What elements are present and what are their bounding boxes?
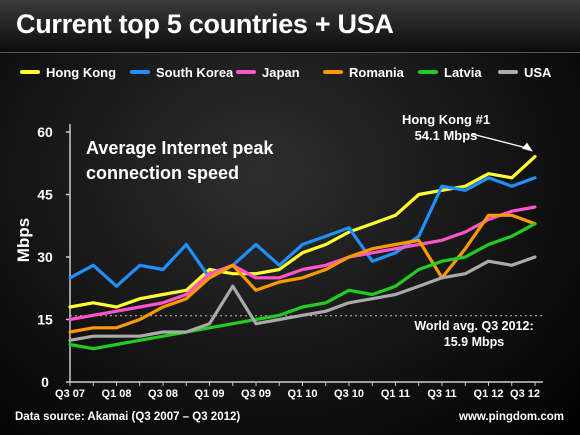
x-tick-label: Q1 08 [102,388,132,400]
chart-subtitle-line-1: Average Internet peak [86,138,274,158]
chart-subtitle-line-2: connection speed [86,163,239,183]
y-tick-label: 45 [37,187,53,203]
legend-label: Latvia [444,65,482,80]
series-line [68,222,537,351]
annotation-arrowhead [522,142,533,152]
y-tick-label: 60 [37,124,53,140]
y-axis-label: Mbps [14,218,33,262]
data-source: Data source: Akamai (Q3 2007 – Q3 2012) [15,411,241,423]
series-line [68,205,537,322]
site-url: www.pingdom.com [459,411,564,423]
x-tick-label: Q3 09 [241,388,271,400]
legend-label: South Korea [156,65,234,80]
y-tick-label: 0 [41,374,49,390]
y-tick-label: 30 [37,249,53,265]
x-tick-label: Q1 09 [195,388,225,400]
world-average-label-line-1: World avg. Q3 2012: [414,319,533,333]
legend-label: Hong Kong [46,65,116,80]
y-tick-label: 15 [37,312,53,328]
x-tick-label: Q1 10 [288,388,318,400]
legend-label: Romania [349,65,405,80]
x-tick-label: Q1 11 [381,388,410,400]
hong-kong-annotation-line-2: 54.1 Mbps [415,128,478,143]
x-tick-label: Q3 08 [148,388,178,400]
page-title: Current top 5 countries + USA [16,9,394,39]
x-tick-label: Q3 07 [55,388,85,400]
legend-label: Japan [262,65,300,80]
series-line [68,176,537,288]
x-tick-label: Q3 11 [427,388,456,400]
x-tick-label: Q3 10 [334,388,364,400]
title-bar: Current top 5 countries + USA [0,0,580,53]
x-tick-label: Q3 12 [510,388,540,400]
series-line [68,255,537,342]
legend-label: USA [524,65,552,80]
hong-kong-annotation-line-1: Hong Kong #1 [402,112,490,127]
world-average-label-line-2: 15.9 Mbps [444,335,504,349]
annotation-arrow-line [471,133,530,150]
x-tick-label: Q1 12 [474,388,504,400]
